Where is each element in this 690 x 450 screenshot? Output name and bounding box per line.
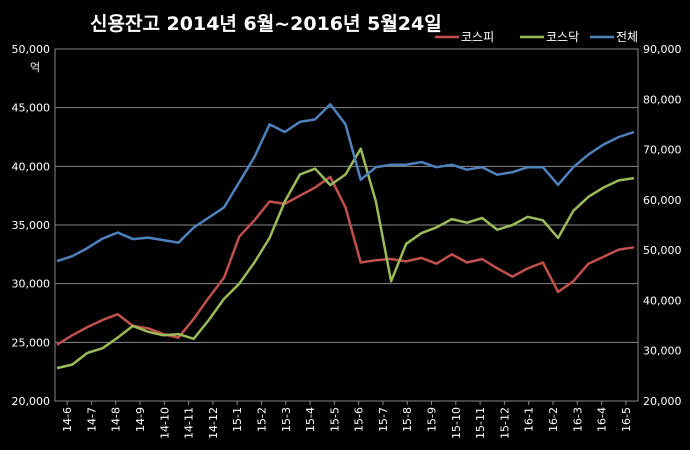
left-tick-label: 30,000 — [12, 278, 51, 291]
right-tick-label: 60,000 — [643, 194, 682, 207]
x-tick-label: 14-10 — [158, 407, 171, 439]
right-tick-label: 80,000 — [643, 93, 682, 106]
right-tick-label: 90,000 — [643, 43, 682, 56]
right-tick-label: 50,000 — [643, 244, 682, 257]
legend-entry: 코스닥 — [520, 30, 579, 44]
x-tick-label: 16-2 — [547, 407, 560, 432]
x-tick-label: 15-6 — [353, 407, 366, 432]
x-tick-label: 15-1 — [231, 407, 244, 432]
x-tick-label: 14-11 — [183, 407, 196, 439]
left-tick-label: 25,000 — [12, 336, 51, 349]
left-axis-ticks: 20,000 25,000 30,000 35,000 40,000 45,000 50,0… — [12, 43, 51, 408]
x-tick-label: 15-10 — [450, 407, 463, 439]
x-tick-label: 16-3 — [571, 407, 584, 432]
x-tick-label: 14-7 — [85, 407, 98, 432]
x-tick-label: 15-4 — [304, 407, 317, 432]
x-tick-label: 15-9 — [426, 407, 439, 432]
legend: 코스피 코스닥 전체 — [435, 30, 638, 44]
right-tick-label: 30,000 — [643, 345, 682, 358]
y-axis-left-label: 억 — [30, 61, 40, 74]
x-tick-label: 14-8 — [110, 407, 123, 432]
legend-entry: 코스피 — [435, 30, 494, 44]
right-axis-ticks: 20,000 30,000 40,000 50,000 60,000 70,000 80,0… — [643, 43, 682, 408]
legend-label: 전체 — [616, 30, 638, 44]
left-tick-label: 45,000 — [12, 102, 51, 115]
x-tick-label: 16-1 — [523, 407, 536, 432]
legend-label: 코스피 — [461, 30, 494, 44]
legend-entry: 전체 — [590, 30, 638, 44]
x-tick-label: 14-6 — [61, 407, 74, 432]
legend-label: 코스닥 — [546, 30, 579, 44]
right-tick-label: 40,000 — [643, 294, 682, 307]
x-tick-label: 15-7 — [377, 407, 390, 432]
x-tick-label: 15-2 — [255, 407, 268, 432]
x-tick-label: 15-12 — [498, 407, 511, 439]
series-line-2 — [56, 103, 635, 263]
series-lines — [56, 103, 635, 370]
x-tick-label: 15-11 — [474, 407, 487, 439]
x-tick-label: 16-5 — [620, 407, 633, 432]
x-tick-label: 16-4 — [596, 407, 609, 432]
left-tick-label: 20,000 — [12, 395, 51, 408]
x-tick-label: 15-3 — [280, 407, 293, 432]
x-tick-label: 14-12 — [207, 407, 220, 439]
x-tick-label: 14-9 — [134, 407, 147, 432]
x-tick-label: 15-8 — [401, 407, 414, 432]
left-tick-label: 35,000 — [12, 219, 51, 232]
series-line-0 — [56, 175, 635, 346]
left-tick-label: 40,000 — [12, 160, 51, 173]
chart-title: 신용잔고 2014년 6월~2016년 5월24일 — [90, 13, 442, 35]
series-line-1 — [56, 147, 635, 370]
x-axis-ticks: 14-6 14-7 14-8 14-9 14-10 14-11 14-12 15-1 15-2 1… — [61, 401, 633, 439]
left-tick-label: 50,000 — [12, 43, 51, 56]
right-tick-label: 20,000 — [643, 395, 682, 408]
right-tick-label: 70,000 — [643, 144, 682, 157]
x-tick-label: 15-5 — [328, 407, 341, 432]
